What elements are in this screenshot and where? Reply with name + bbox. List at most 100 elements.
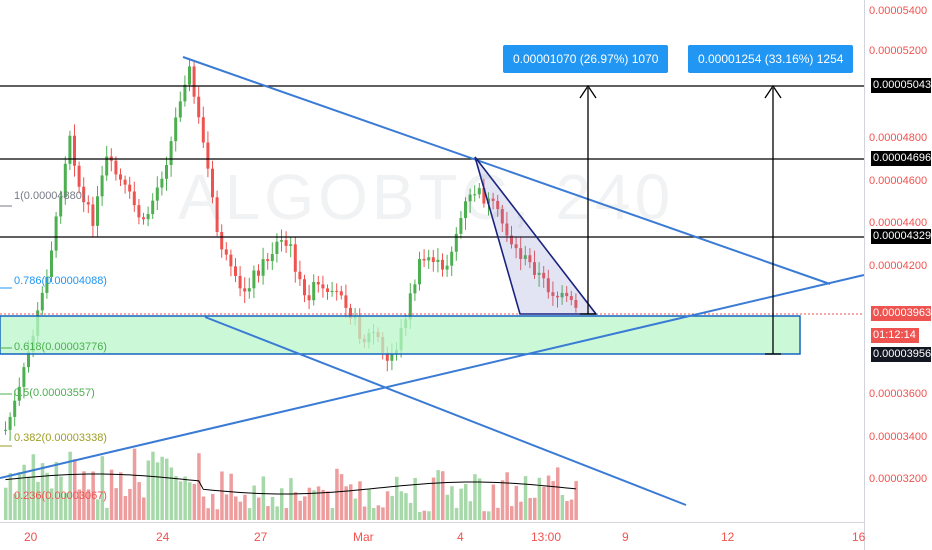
volume-bar [381, 507, 385, 520]
time-label: 16 [852, 530, 866, 544]
ascending-trendline[interactable] [0, 274, 865, 479]
candle-body [454, 233, 458, 252]
candle-body [59, 197, 63, 217]
price-label: 0.00005400 [869, 5, 928, 17]
volume-bar [123, 496, 128, 520]
volume-bar [275, 506, 279, 520]
volume-bar [523, 476, 528, 520]
projection-arrow-left[interactable] [579, 84, 597, 315]
measure-callout-right[interactable]: 0.00001254 (33.16%) 1254 [688, 45, 854, 73]
volume-bar [128, 488, 132, 520]
candle-body [293, 244, 297, 272]
volume-bar [298, 500, 302, 520]
candle-body [151, 200, 155, 215]
candle-body [298, 271, 302, 280]
volume-bar [413, 477, 417, 520]
fib-label-1: 1(0.00004880) [14, 190, 86, 202]
volume-bar [395, 476, 399, 520]
volume-bar [132, 448, 137, 520]
candle-body [436, 259, 440, 263]
volume-bar [482, 511, 486, 520]
volume-bar [31, 454, 36, 520]
volume-bar [422, 510, 427, 520]
candle-body [422, 258, 426, 261]
volume-bar [270, 496, 275, 520]
candle-body [91, 204, 95, 226]
time-label: 20 [24, 530, 38, 544]
volume-bar [418, 511, 422, 520]
candle-body [123, 179, 127, 185]
candle-body [155, 187, 159, 201]
candle-body [206, 142, 210, 169]
measure-callout-left[interactable]: 0.00001070 (26.97%) 1070 [503, 45, 669, 73]
volume-bar [326, 491, 330, 520]
candle-body [169, 141, 173, 166]
fib-label-05: 0.5(0.00003557) [14, 387, 95, 399]
candle-body [197, 96, 201, 118]
volume-bar [50, 488, 54, 520]
candle-body [211, 168, 214, 198]
volume-bar [473, 474, 477, 520]
volume-bar [307, 487, 312, 520]
candle-body [261, 259, 265, 276]
volume-bar [542, 486, 546, 520]
volume-bar [215, 509, 220, 520]
candle-body [330, 290, 334, 292]
volume-bar [293, 492, 298, 520]
candle-body [542, 272, 546, 279]
time-label: 13:00 [531, 530, 562, 544]
candle-body [45, 277, 49, 293]
candle-body [270, 254, 274, 262]
candle-body [537, 272, 541, 275]
volume-bar [252, 485, 256, 520]
volume-bar [362, 506, 367, 520]
time-label: 9 [622, 530, 629, 544]
projection-arrow-right[interactable] [764, 84, 782, 355]
candle-body [4, 429, 7, 431]
descending-trendline-lower[interactable] [204, 316, 687, 506]
volume-bar [533, 497, 537, 520]
volume-bar [142, 497, 146, 520]
volume-bar [238, 501, 243, 520]
candle-body [344, 295, 348, 308]
volume-bar [229, 473, 233, 520]
candle-body [445, 265, 449, 270]
volume-bar [316, 486, 321, 520]
candle-body [556, 295, 559, 298]
candle-body [17, 386, 21, 401]
volume-bar [247, 508, 252, 520]
candle-body [523, 255, 527, 259]
volume-bar [27, 476, 31, 520]
candle-body [86, 202, 90, 205]
falling-wedge-pattern[interactable] [474, 156, 598, 315]
candle-body [569, 296, 573, 300]
volume-bar [266, 506, 270, 520]
candle-body [491, 198, 495, 201]
volume-bar [40, 463, 45, 520]
volume-bar [59, 476, 63, 520]
candle-body [418, 258, 421, 285]
volume-bar [450, 486, 454, 520]
volume-bar [556, 467, 560, 520]
volume-bar [114, 488, 118, 520]
candle-body [431, 257, 435, 263]
candle-body [229, 254, 233, 267]
time-label: 4 [457, 530, 464, 544]
candle-body [50, 250, 53, 278]
candle-body [514, 244, 518, 249]
price-tag-current: 0.00003963 [871, 306, 932, 321]
candle-body [427, 257, 431, 261]
candle-body [220, 231, 224, 250]
candle-body [546, 278, 550, 293]
candle-body [100, 175, 104, 197]
volume-bar [399, 491, 404, 520]
candle-body [316, 281, 320, 285]
candle-body [385, 352, 389, 361]
candle-body [142, 217, 145, 220]
volume-bar [17, 472, 22, 520]
support-zone[interactable] [0, 315, 801, 355]
descending-trendline-upper[interactable] [182, 56, 831, 285]
volume-bar [385, 491, 390, 520]
candle-body [257, 270, 260, 276]
